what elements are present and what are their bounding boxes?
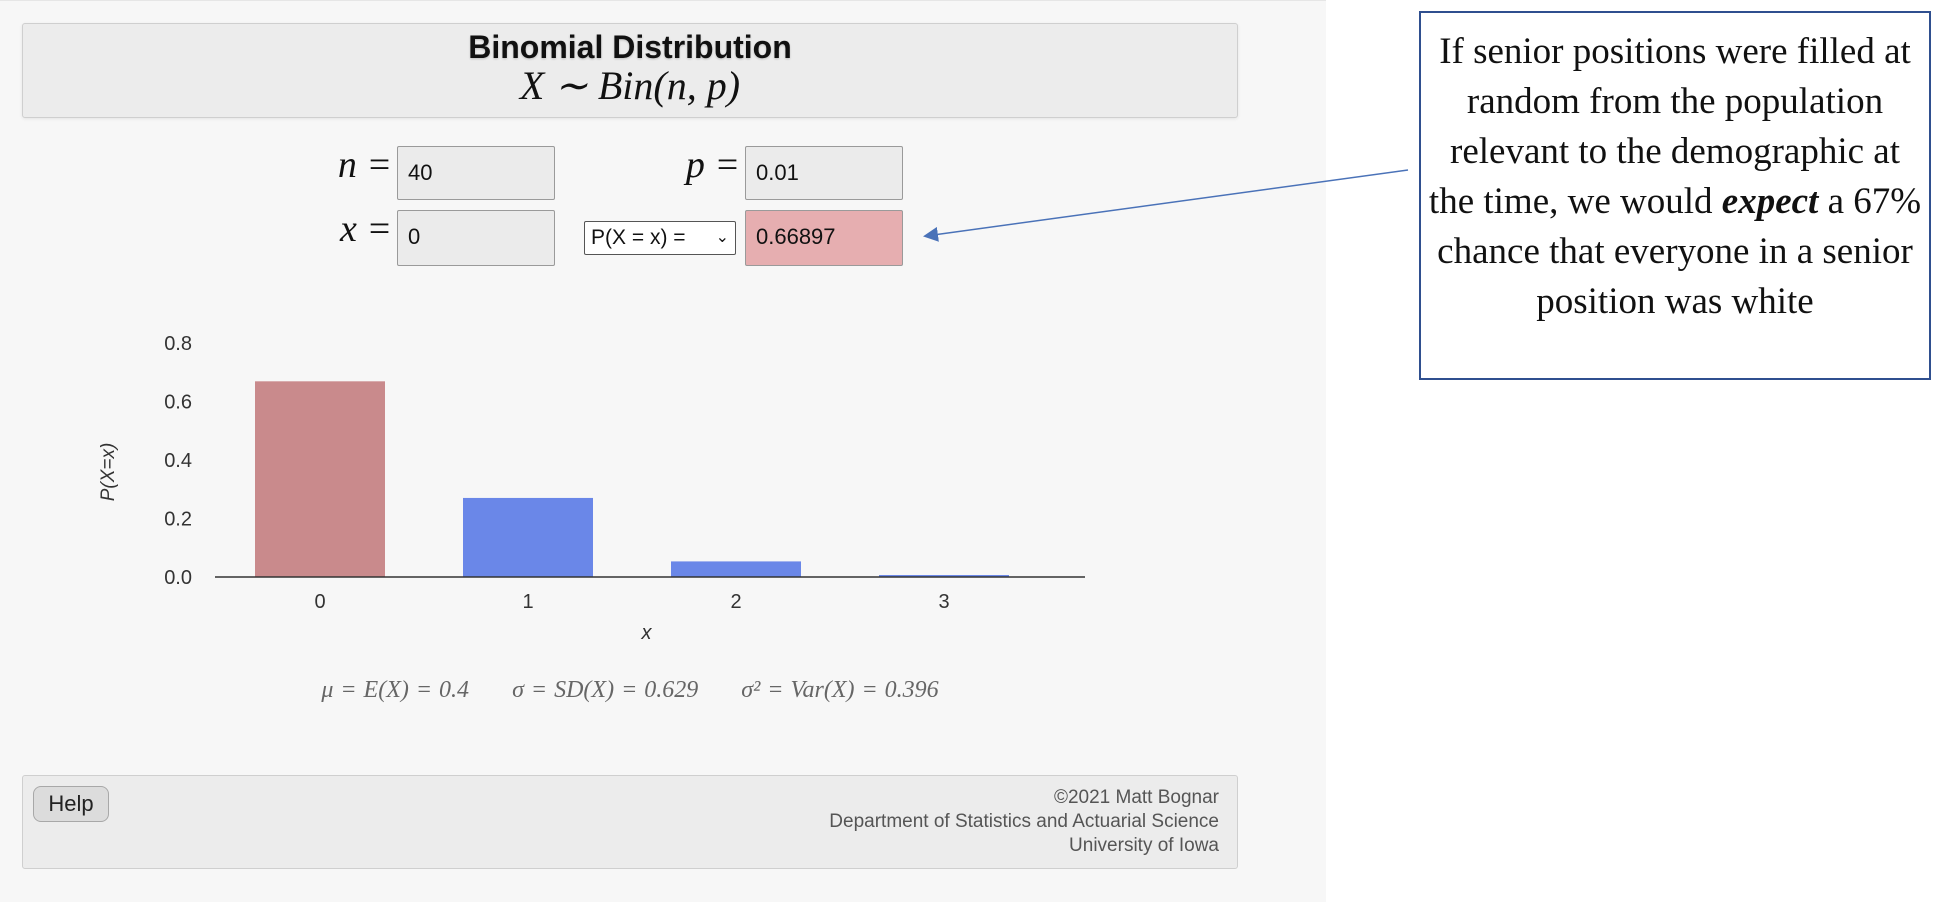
credits: ©2021 Matt Bognar Department of Statisti… — [829, 786, 1219, 858]
n-label: n = — [337, 144, 392, 186]
binomial-app: Binomial Distribution X ∼ Bin(n, p) n = … — [0, 0, 1326, 869]
pmf-bar-chart: 0.0 0.2 0.4 0.6 0.8 0 1 2 3 x P(X=x) — [98, 333, 1085, 644]
variance-stat: σ² = Var(X) = 0.396 — [741, 677, 939, 703]
p-input[interactable]: 0.01 — [745, 146, 903, 200]
n-input[interactable]: 40 — [397, 146, 555, 200]
page-title: Binomial Distribution — [468, 29, 792, 65]
y-tick-label: 0.2 — [164, 509, 192, 531]
help-button[interactable]: Help — [33, 786, 109, 822]
copyright-text: ©2021 Matt Bognar — [1053, 787, 1219, 808]
x-axis-label: x — [641, 622, 653, 644]
y-tick-label: 0.0 — [164, 567, 192, 589]
summary-stats: μ = E(X) = 0.4 σ = SD(X) = 0.629 σ² = Va… — [0, 677, 1260, 704]
x-tick-label: 2 — [730, 591, 741, 613]
bar-x-1 — [463, 497, 593, 577]
y-tick-label: 0.6 — [164, 392, 192, 414]
callout-text-after: a 67% chance that everyone in a senior p… — [1437, 181, 1922, 322]
chevron-down-icon: ⌄ — [715, 229, 729, 246]
probability-type-select[interactable]: P(X = x) = ⌄ — [584, 221, 736, 255]
y-axis-label: P(X=x) — [98, 443, 119, 502]
x-tick-label: 1 — [522, 591, 533, 613]
mean-stat: μ = E(X) = 0.4 — [321, 677, 470, 703]
university-text: University of Iowa — [1069, 835, 1219, 856]
annotation-callout: If senior positions were filled at rando… — [1419, 11, 1931, 380]
bar-x-3 — [879, 575, 1009, 577]
x-input[interactable]: 0 — [397, 210, 555, 266]
x-tick-label: 3 — [938, 591, 949, 613]
sd-stat: σ = SD(X) = 0.629 — [512, 677, 699, 703]
distribution-formula: X ∼ Bin(n, p) — [519, 63, 741, 108]
probability-result: 0.66897 — [745, 210, 903, 266]
app-footer: Help ©2021 Matt Bognar Department of Sta… — [22, 775, 1238, 869]
department-text: Department of Statistics and Actuarial S… — [829, 811, 1219, 832]
callout-text-before: If senior positions were filled at rando… — [1428, 31, 1911, 222]
app-header: Binomial Distribution X ∼ Bin(n, p) — [22, 23, 1238, 118]
p-label: p = — [685, 144, 740, 186]
bar-x-0 — [255, 381, 385, 577]
probability-type-value: P(X = x) = — [591, 226, 686, 249]
callout-emphasis: expect — [1721, 181, 1819, 222]
bar-x-2 — [671, 561, 801, 577]
x-tick-label: 0 — [314, 591, 325, 613]
y-tick-label: 0.8 — [164, 333, 192, 355]
x-label: x = — [339, 208, 392, 250]
y-tick-label: 0.4 — [164, 450, 192, 472]
